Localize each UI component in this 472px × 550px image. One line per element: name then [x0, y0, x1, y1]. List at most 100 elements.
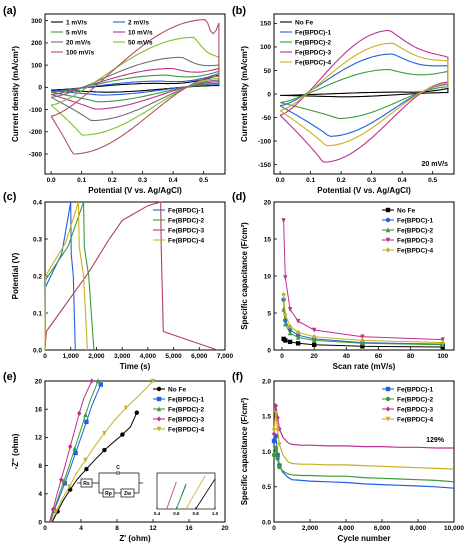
- y-tick-label: 8: [38, 463, 42, 470]
- y-tick-label: 0: [38, 85, 42, 92]
- x-tick-label: 80: [407, 353, 415, 360]
- data-point: [295, 318, 301, 324]
- legend-entry: Fe(BPDC)-3: [295, 49, 331, 56]
- y-axis-label: Current density (mA/cm²): [240, 46, 249, 142]
- data-point: [134, 410, 139, 415]
- x-tick-label: 20: [311, 353, 319, 360]
- panel-letter: (b): [232, 5, 246, 17]
- inset-plot: 0.4 0.6 0.8 1.0: [154, 472, 219, 516]
- data-point: [385, 416, 391, 422]
- data-point: [273, 445, 278, 451]
- legend-entry: No Fe: [295, 19, 313, 26]
- x-tick-label: 4,000: [338, 525, 355, 532]
- data-point: [283, 321, 288, 327]
- x-tick-label: 4: [79, 525, 83, 532]
- data-point: [295, 329, 301, 335]
- x-tick-label: 0: [43, 353, 47, 360]
- data-point: [102, 447, 107, 453]
- panel-4: (e) 0 4 8 12 16 20 0 4 8 12 16 20 Z' (ohm) -Z'' (ohm) N…: [3, 371, 229, 543]
- data-point: [312, 337, 317, 343]
- x-tick-label: 6,000: [191, 353, 208, 360]
- data-point: [156, 406, 162, 412]
- data-point: [150, 378, 156, 384]
- legend-entry: Fe(BPDC)-3: [168, 227, 204, 234]
- inset-frame: [156, 472, 216, 510]
- data-point: [277, 464, 282, 470]
- x-tick-label: 0.0: [276, 177, 285, 184]
- data-point: [275, 456, 280, 461]
- data-point: [53, 509, 58, 515]
- data-point: [360, 334, 365, 340]
- x-tick-label: 5,000: [165, 353, 182, 360]
- inset-series-line: [185, 475, 206, 510]
- x-axis-label: Potential (V vs. Ag/AgCl): [317, 186, 411, 195]
- circuit-label: Rp: [105, 491, 112, 497]
- data-point: [73, 450, 78, 456]
- data-point: [287, 307, 293, 312]
- legend-entry: Fe(BPDC)-3: [397, 237, 433, 244]
- series-line: [279, 42, 449, 147]
- panel-letter: (a): [3, 5, 17, 17]
- series-line: [44, 201, 88, 351]
- y-tick-label: -50: [262, 115, 272, 122]
- legend-entry: Fe(BPDC)-2: [168, 406, 204, 413]
- y-tick-label: 300: [31, 18, 42, 25]
- data-point: [360, 337, 365, 343]
- y-tick-label: 20: [35, 378, 43, 385]
- legend-entry: Fe(BPDC)-1: [397, 217, 433, 224]
- x-tick-label: 0: [43, 525, 47, 532]
- scan-rate-annotation: 20 mV/s: [422, 161, 449, 168]
- y-tick-label: 5: [267, 310, 271, 317]
- data-point: [98, 382, 103, 387]
- x-tick-label: 0.0: [47, 177, 56, 184]
- data-point: [120, 432, 125, 437]
- series-line: [49, 380, 99, 523]
- y-axis-label: -Z'' (ohm): [11, 433, 20, 469]
- data-point: [311, 342, 317, 348]
- legend-entry: Fe(BPDC)-4: [168, 237, 204, 244]
- data-point: [271, 452, 277, 458]
- inset-series-line: [195, 478, 216, 510]
- data-point: [385, 207, 391, 213]
- y-tick-label: 0.2: [33, 273, 42, 280]
- data-point: [385, 406, 391, 412]
- legend-entry: 1 mV/s: [66, 19, 87, 26]
- x-axis-label: Z' (ohm): [119, 534, 151, 543]
- data-point: [102, 431, 107, 436]
- x-tick-label: 0.3: [138, 177, 147, 184]
- series-line: [50, 380, 154, 523]
- legend-entry: Fe(BPDC)-2: [168, 217, 204, 224]
- y-tick-label: 50: [264, 68, 272, 75]
- x-axis-label: Time (s): [120, 362, 151, 371]
- y-tick-label: 0.0: [262, 519, 271, 526]
- y-tick-label: 200: [31, 40, 42, 47]
- data-point: [156, 386, 162, 392]
- x-tick-label: 16: [185, 525, 193, 532]
- y-axis-label: Potential (V): [11, 252, 20, 299]
- x-tick-label: 0.5: [428, 177, 437, 184]
- legend-entry: Fe(BPDC)-4: [295, 59, 331, 66]
- data-point: [440, 344, 445, 350]
- y-tick-label: 15: [264, 236, 272, 243]
- y-tick-label: 0.0: [33, 347, 42, 354]
- x-tick-label: 4,000: [140, 353, 157, 360]
- series-line: [280, 87, 449, 98]
- data-point: [273, 410, 278, 416]
- x-tick-label: 2,000: [302, 525, 319, 532]
- x-tick-label: 0: [280, 353, 284, 360]
- inset-tick-label: 0.6: [173, 511, 180, 516]
- data-point: [156, 396, 162, 402]
- data-point: [77, 410, 82, 416]
- data-point: [385, 217, 391, 223]
- legend-entry: 50 mV/s: [128, 39, 153, 46]
- x-axis-label: Scan rate (mV/s): [333, 362, 396, 371]
- series-line: [273, 447, 455, 483]
- legend-entry: Fe(BPDC)-1: [295, 29, 331, 36]
- data-point: [287, 323, 293, 329]
- panel-3: (d) 0 20 40 60 80 100 0 5 10 15 20 Scan rate (mV/s) S…: [232, 191, 455, 371]
- x-tick-label: 100: [437, 353, 448, 360]
- legend-entry: Fe(BPDC)-4: [397, 416, 433, 423]
- data-point: [385, 396, 391, 402]
- y-tick-label: 0: [267, 347, 271, 354]
